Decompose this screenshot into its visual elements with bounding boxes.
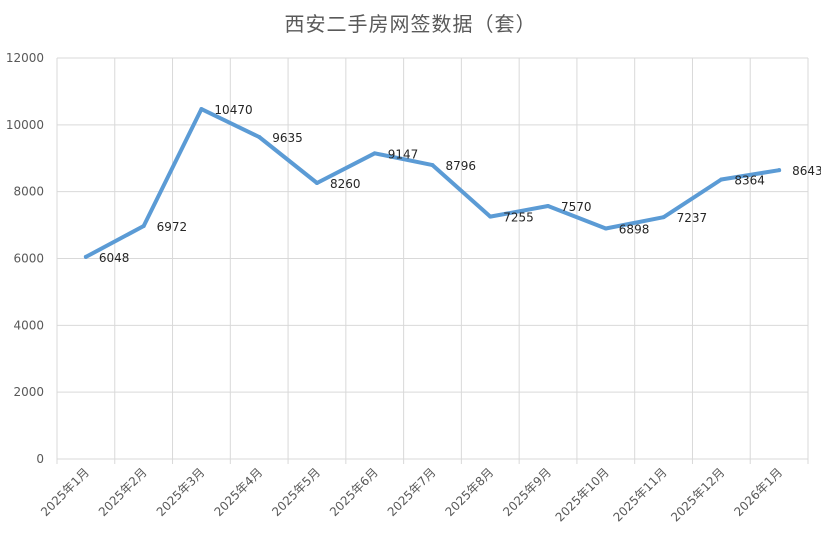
x-tick-label: 2025年7月 [385,465,439,519]
data-point [83,254,88,259]
data-label: 9635 [272,131,303,145]
data-label: 8260 [330,177,361,191]
data-point [661,215,666,220]
data-point [430,163,435,168]
data-point [777,168,782,173]
y-tick-label: 6000 [13,252,44,266]
x-tick-label: 2025年8月 [443,465,497,519]
data-label: 7237 [677,211,708,225]
data-point [199,107,204,112]
data-label: 9147 [388,147,419,161]
x-tick-label: 2025年10月 [553,465,612,524]
y-tick-label: 8000 [13,185,44,199]
data-label: 10470 [214,103,252,117]
series-line [83,107,782,259]
data-point [603,226,608,231]
data-label: 8364 [734,174,765,188]
data-point [257,135,262,140]
data-label: 6972 [157,220,188,234]
data-point [141,224,146,229]
x-tick-label: 2025年12月 [668,465,727,524]
data-label: 8643 [792,164,821,178]
x-tick-label: 2025年6月 [327,465,381,519]
x-tick-label: 2025年5月 [269,465,323,519]
data-label: 7255 [503,211,534,225]
y-tick-label: 12000 [6,51,44,65]
x-tick-label: 2025年9月 [500,465,554,519]
y-tick-label: 2000 [13,385,44,399]
x-tick-label: 2025年11月 [610,465,669,524]
x-tick-label: 2025年2月 [96,465,150,519]
data-point [546,204,551,209]
y-tick-label: 4000 [13,318,44,332]
y-tick-label: 0 [36,452,44,466]
data-label: 6048 [99,251,130,265]
chart-title: 西安二手房网签数据（套） [284,12,537,36]
data-point [488,214,493,219]
x-tick-label: 2026年1月 [731,465,785,519]
data-point [372,151,377,156]
data-label: 8796 [446,159,477,173]
y-tick-label: 10000 [6,118,44,132]
x-tick-label: 2025年3月 [154,465,208,519]
x-tick-label: 2025年4月 [211,465,265,519]
data-label: 6898 [619,222,650,236]
x-tick-label: 2025年1月 [38,465,92,519]
data-point [314,180,319,185]
data-label: 7570 [561,200,592,214]
data-point [719,177,724,182]
